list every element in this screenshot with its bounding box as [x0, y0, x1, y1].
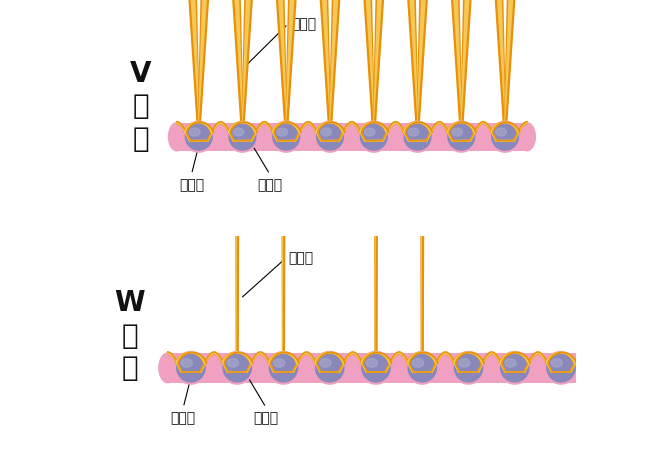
Ellipse shape [575, 353, 593, 383]
Ellipse shape [519, 123, 535, 151]
Ellipse shape [505, 359, 516, 367]
Text: W
字
型: W 字 型 [115, 290, 145, 382]
Ellipse shape [277, 128, 288, 136]
Ellipse shape [317, 124, 344, 150]
Ellipse shape [458, 359, 470, 367]
Ellipse shape [490, 121, 521, 152]
Ellipse shape [223, 354, 252, 382]
Polygon shape [168, 353, 584, 383]
Ellipse shape [233, 128, 244, 136]
Ellipse shape [320, 359, 331, 367]
Ellipse shape [185, 124, 212, 150]
Ellipse shape [159, 353, 176, 383]
Text: よこ糸: よこ糸 [254, 412, 278, 426]
Ellipse shape [492, 124, 519, 150]
Ellipse shape [358, 121, 389, 152]
Text: パイル: パイル [289, 252, 314, 266]
Ellipse shape [189, 128, 200, 136]
Text: よこ糸: よこ糸 [257, 178, 282, 192]
Ellipse shape [501, 354, 529, 382]
Ellipse shape [366, 359, 377, 367]
Ellipse shape [181, 359, 193, 367]
Ellipse shape [402, 121, 433, 152]
Polygon shape [177, 123, 527, 151]
Text: V
字
型: V 字 型 [130, 60, 152, 153]
Ellipse shape [362, 354, 390, 382]
Ellipse shape [321, 128, 331, 136]
Ellipse shape [168, 123, 185, 151]
Ellipse shape [271, 121, 302, 152]
Ellipse shape [452, 128, 462, 136]
Ellipse shape [313, 352, 346, 384]
Ellipse shape [176, 354, 205, 382]
Ellipse shape [547, 354, 575, 382]
Ellipse shape [545, 352, 577, 384]
Ellipse shape [364, 128, 375, 136]
Text: たて糸: たて糸 [170, 412, 196, 426]
Ellipse shape [221, 352, 254, 384]
Ellipse shape [267, 352, 300, 384]
Ellipse shape [229, 124, 256, 150]
Ellipse shape [454, 354, 482, 382]
Text: たて糸: たて糸 [179, 178, 204, 192]
Ellipse shape [269, 354, 298, 382]
Ellipse shape [496, 128, 507, 136]
Ellipse shape [551, 359, 562, 367]
Ellipse shape [408, 128, 419, 136]
Ellipse shape [446, 121, 476, 152]
Ellipse shape [413, 359, 423, 367]
Ellipse shape [315, 121, 346, 152]
Ellipse shape [448, 124, 474, 150]
Ellipse shape [174, 352, 207, 384]
Ellipse shape [273, 124, 300, 150]
Text: パイル: パイル [291, 17, 316, 31]
Ellipse shape [360, 352, 393, 384]
Ellipse shape [183, 121, 214, 152]
Ellipse shape [408, 354, 436, 382]
Ellipse shape [360, 124, 387, 150]
Ellipse shape [452, 352, 484, 384]
Ellipse shape [406, 352, 438, 384]
Ellipse shape [274, 359, 285, 367]
Ellipse shape [227, 359, 239, 367]
Ellipse shape [404, 124, 431, 150]
Ellipse shape [315, 354, 344, 382]
Ellipse shape [227, 121, 258, 152]
Ellipse shape [499, 352, 531, 384]
